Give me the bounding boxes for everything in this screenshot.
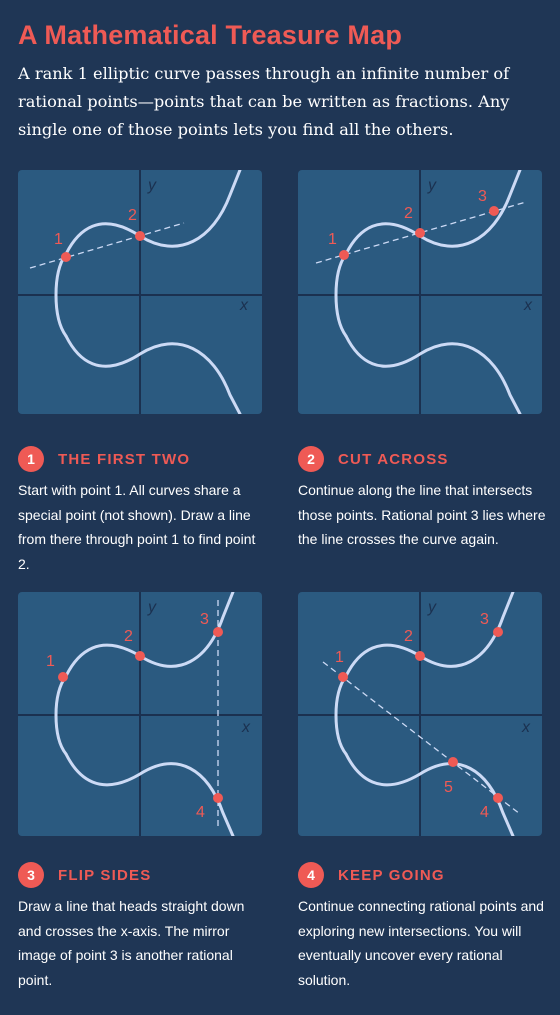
step-2: 2 CUT ACROSS Continue along the line tha… — [298, 445, 548, 552]
elliptic-curve — [54, 674, 68, 756]
step-number-badge: 3 — [18, 862, 44, 888]
point-4 — [213, 793, 223, 803]
step-description: Draw a line that heads straight down and… — [18, 898, 245, 988]
step-description: Continue along the line that intersects … — [298, 482, 546, 547]
point-4 — [493, 793, 503, 803]
step-description: Continue connecting rational points and … — [298, 898, 544, 988]
elliptic-curve — [334, 674, 348, 756]
point-label-2: 2 — [404, 205, 413, 222]
y-axis-label: y — [427, 599, 437, 616]
elliptic-curve — [64, 334, 242, 414]
y-axis-label: y — [427, 177, 437, 194]
point-3 — [493, 627, 503, 637]
point-2 — [135, 651, 145, 661]
elliptic-curve-diagram-2: 1 2 3 y x — [298, 170, 542, 414]
diagram-panel-4: 1 2 3 4 5 y x — [298, 592, 542, 836]
elliptic-curve-diagram-3: 1 2 3 4 y x — [18, 592, 262, 836]
point-1 — [338, 672, 348, 682]
step-4: 4 KEEP GOING Continue connecting rationa… — [298, 861, 548, 992]
elliptic-curve — [334, 252, 348, 338]
point-1 — [58, 672, 68, 682]
point-2 — [415, 651, 425, 661]
y-axis-label: y — [147, 599, 157, 616]
point-label-4: 4 — [196, 804, 205, 821]
point-2 — [135, 231, 145, 241]
point-label-1: 1 — [335, 649, 344, 666]
diagram-panel-1: 1 2 y x — [18, 170, 262, 414]
step-number-badge: 4 — [298, 862, 324, 888]
point-2 — [415, 228, 425, 238]
step-3: 3 FLIP SIDES Draw a line that heads stra… — [18, 861, 268, 992]
elliptic-curve-diagram-4: 1 2 3 4 5 y x — [298, 592, 542, 836]
x-axis-label: x — [523, 297, 533, 314]
intro-text: A rank 1 elliptic curve passes through a… — [18, 64, 510, 139]
diagram-panel-3: 1 2 3 4 y x — [18, 592, 262, 836]
y-axis-label: y — [147, 177, 157, 194]
step-title: CUT ACROSS — [338, 450, 449, 468]
x-axis-label: x — [241, 719, 251, 736]
point-label-2: 2 — [404, 628, 413, 645]
step-title: FLIP SIDES — [58, 866, 152, 884]
point-label-4: 4 — [480, 804, 489, 821]
elliptic-curve-diagram-1: 1 2 y x — [18, 170, 262, 414]
point-1 — [339, 250, 349, 260]
construction-line — [322, 661, 521, 815]
point-label-1: 1 — [328, 231, 337, 248]
step-title: KEEP GOING — [338, 866, 445, 884]
point-label-3: 3 — [478, 188, 487, 205]
point-label-3: 3 — [200, 611, 209, 628]
construction-line — [29, 222, 185, 269]
elliptic-curve — [54, 252, 68, 338]
diagram-panel-2: 1 2 3 y x — [298, 170, 542, 414]
point-label-2: 2 — [124, 628, 133, 645]
page-title: A Mathematical Treasure Map — [18, 20, 403, 50]
point-3 — [489, 206, 499, 216]
step-number-badge: 2 — [298, 446, 324, 472]
x-axis-label: x — [521, 719, 531, 736]
elliptic-curve — [344, 334, 522, 414]
elliptic-curve — [344, 752, 515, 836]
elliptic-curve — [64, 752, 235, 836]
point-1 — [61, 252, 71, 262]
step-description: Start with point 1. All curves share a s… — [18, 482, 256, 572]
point-label-5: 5 — [444, 779, 453, 796]
step-1: 1 THE FIRST TWO Start with point 1. All … — [18, 445, 268, 576]
point-3 — [213, 627, 223, 637]
point-label-3: 3 — [480, 611, 489, 628]
point-label-2: 2 — [128, 207, 137, 224]
point-label-1: 1 — [46, 653, 55, 670]
point-label-1: 1 — [54, 231, 63, 248]
x-axis-label: x — [239, 297, 249, 314]
point-5 — [448, 757, 458, 767]
step-title: THE FIRST TWO — [58, 450, 191, 468]
step-number-badge: 1 — [18, 446, 44, 472]
